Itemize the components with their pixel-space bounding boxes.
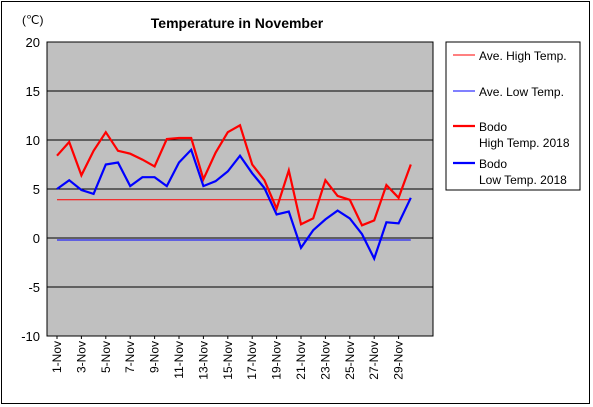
y-tick-label: 15 [26, 84, 40, 99]
x-tick-label: 7-Nov [123, 341, 137, 373]
series-lines [56, 123, 412, 262]
legend-label: Ave. High Temp. [479, 49, 567, 63]
series-line [56, 147, 412, 262]
y-tick-label: 20 [26, 35, 40, 50]
x-tick-label: 9-Nov [148, 341, 162, 373]
y-tick-label: 5 [33, 182, 40, 197]
legend [445, 41, 581, 191]
legend-label: Ave. Low Temp. [479, 85, 564, 99]
legend-label: Bodo [479, 120, 507, 134]
y-tick-label: 0 [33, 231, 40, 246]
chart-title: Temperature in November [151, 15, 324, 31]
legend-label: High Temp. 2018 [479, 136, 570, 150]
legend-label: Bodo [479, 157, 507, 171]
legend-label: Low Temp. 2018 [479, 173, 567, 187]
x-tick-label: 19-Nov [270, 341, 284, 380]
x-tick-label: 13-Nov [196, 341, 210, 380]
series-line [56, 123, 412, 227]
x-tick-label: 23-Nov [318, 341, 332, 380]
x-tick-label: 27-Nov [367, 341, 381, 380]
x-tick-label: 11-Nov [172, 341, 186, 379]
y-axis-unit-label: (℃) [22, 13, 43, 27]
x-tick-label: 21-Nov [294, 341, 308, 380]
y-tick-label: -5 [28, 280, 40, 295]
x-tick-label: 1-Nov [50, 341, 64, 373]
x-tick-label: 17-Nov [245, 341, 259, 380]
legend-entries: Ave. High Temp. Ave. Low Temp. Bodo High Te… [453, 49, 570, 187]
y-axis-ticks: -10 -5 0 5 10 15 20 [21, 35, 40, 344]
x-tick-label: 15-Nov [221, 341, 235, 380]
x-tick-label: 25-Nov [343, 341, 357, 380]
x-tick-label: 5-Nov [99, 341, 113, 373]
x-axis-ticks: 1-Nov 3-Nov 5-Nov 7-Nov 9-Nov 11-Nov 13-Nov 15-… [50, 336, 406, 380]
y-tick-label: 10 [26, 133, 40, 148]
x-tick-label: 3-Nov [74, 341, 88, 373]
x-tick-label: 29-Nov [392, 341, 406, 380]
y-tick-label: -10 [21, 329, 40, 344]
